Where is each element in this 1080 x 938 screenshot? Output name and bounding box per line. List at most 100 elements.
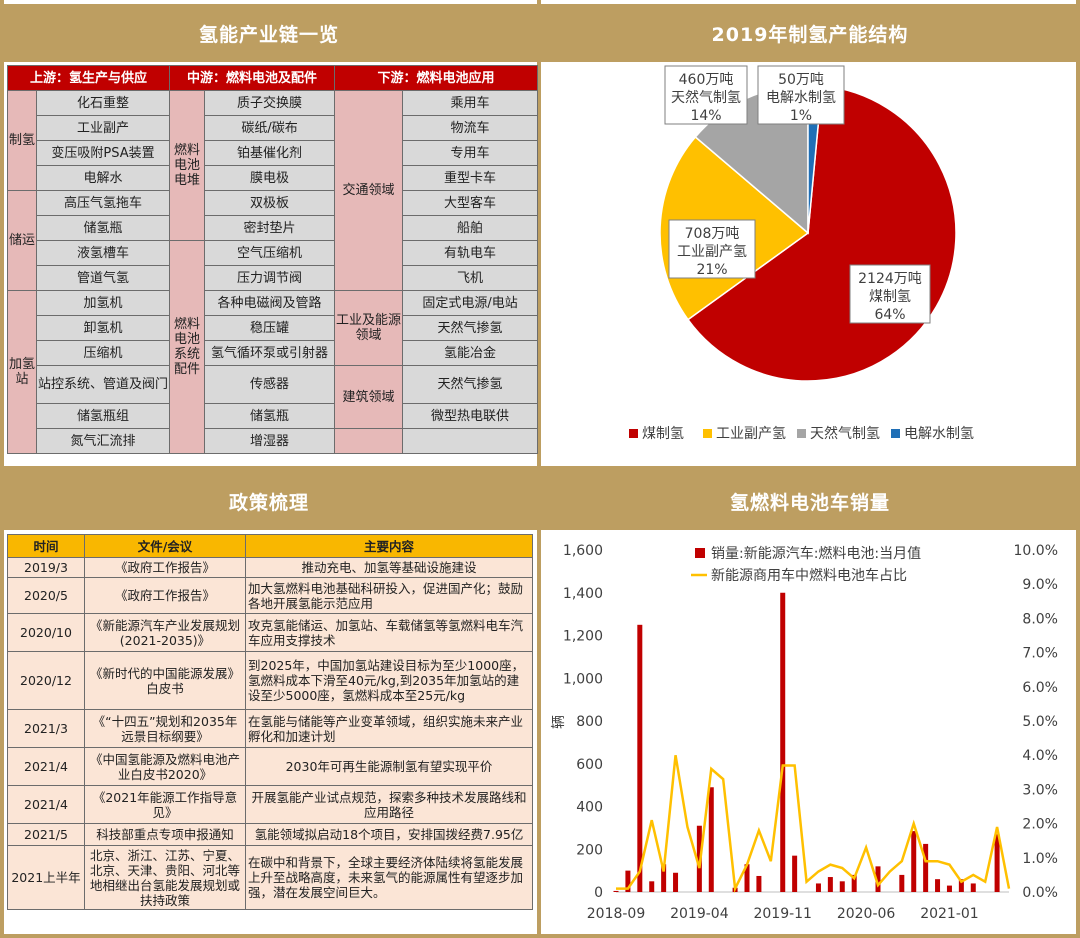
upstream-item: 管道气氢 — [35, 265, 171, 291]
midstream-category: 燃料电池系统配件 — [169, 240, 206, 454]
pie-label-box — [668, 219, 756, 279]
downstream-item: 氢能冶金 — [402, 340, 539, 366]
pie-label-text: 64% — [874, 307, 905, 323]
sales-bar — [875, 866, 881, 892]
pie-legend: 煤制氢 工业副产氢 天然气制氢 电解水制氢 — [629, 425, 974, 442]
policy-row: 2020/5 《政府工作报告》 加大氢燃料电池基础科研投入，促进国产化；鼓励各地开展… — [7, 577, 533, 614]
downstream-item — [402, 428, 539, 454]
policy-time: 2021/4 — [7, 747, 85, 786]
midstream-category: 燃料电池电堆 — [169, 90, 206, 241]
upstream-item: 工业副产 — [35, 115, 171, 141]
pie-legend-label: 工业副产氢 — [716, 426, 786, 442]
midstream-item: 双极板 — [204, 190, 336, 216]
policy-header-doc: 文件/会议 — [84, 534, 246, 558]
policy-row: 2020/12 《新时代的中国能源发展》白皮书 到2025年，中国加氢站建设目标为至… — [7, 651, 533, 710]
upstream-item: 压缩机 — [35, 340, 171, 366]
legend-bar-swatch — [695, 548, 705, 558]
chain-row: 储氢瓶 密封垫片 船舶 — [8, 215, 539, 241]
x-tick-label: 2021-01 — [920, 906, 979, 922]
policy-document: 《中国氢能源及燃料电池产业白皮书2020》 — [84, 747, 246, 786]
y-tick-label: 0 — [594, 885, 603, 901]
legend-bar-label: 销量:新能源汽车:燃料电池:当月值 — [711, 545, 921, 562]
downstream-item: 飞机 — [402, 265, 539, 291]
policy-time: 2020/12 — [7, 651, 85, 710]
y2-tick-label: 7.0% — [1022, 646, 1058, 662]
policy-document: 《2021年能源工作指导意见》 — [84, 785, 246, 824]
policy-content: 在氢能与储能等产业变革领域，组织实施未来产业孵化和加速计划 — [245, 709, 533, 748]
midstream-item: 铂基催化剂 — [204, 140, 336, 166]
upstream-header: 上游：氢生产与供应 — [6, 65, 171, 91]
upstream-category: 制氢 — [7, 90, 37, 191]
chain-row: 氮气汇流排 增湿器 — [8, 428, 539, 454]
upstream-item: 储氢瓶组 — [35, 403, 171, 429]
policy-document: 《新时代的中国能源发展》白皮书 — [84, 651, 246, 710]
upstream-item: 高压气氢拖车 — [35, 190, 171, 216]
policy-document: 《“十四五”规划和2035年远景目标纲要》 — [84, 709, 246, 748]
y-tick-label: 1,400 — [563, 586, 603, 602]
downstream-item: 专用车 — [402, 140, 539, 166]
midstream-item: 质子交换膜 — [204, 90, 336, 116]
sales-bar — [899, 874, 905, 892]
midstream-item: 膜电极 — [204, 165, 336, 191]
midstream-item: 空气压缩机 — [204, 240, 336, 266]
chain-row: 加氢站 加氢机 各种电磁阀及管路 工业及能源领域 固定式电源/电站 — [7, 290, 539, 454]
policy-header-content: 主要内容 — [245, 534, 533, 558]
policy-time: 2021/3 — [7, 709, 85, 748]
y2-tick-label: 9.0% — [1022, 577, 1058, 593]
policy-header-time: 时间 — [7, 534, 85, 558]
pie-legend-label: 天然气制氢 — [810, 425, 880, 442]
upstream-item: 卸氢机 — [35, 315, 171, 341]
pie-legend-swatch — [797, 429, 806, 438]
chain-row: 管道气氢 压力调节阀 飞机 — [8, 265, 539, 291]
policy-time: 2020/5 — [7, 577, 85, 614]
downstream-category: 交通领域 — [334, 90, 404, 291]
upstream-category: 加氢站 — [7, 290, 37, 454]
chain-row: 工业副产 碳纸/碳布 物流车 — [8, 115, 539, 141]
y-axis-label: 辆 — [551, 715, 567, 729]
downstream-item: 船舶 — [402, 215, 539, 241]
upstream-item: 氮气汇流排 — [35, 428, 171, 454]
downstream-category: 工业及能源领域 — [334, 290, 404, 366]
sales-bar — [637, 624, 643, 892]
upstream-item: 电解水 — [35, 165, 171, 191]
policy-time: 2021上半年 — [7, 845, 85, 910]
policy-row: 2021/4 《中国氢能源及燃料电池产业白皮书2020》 2030年可再生能源制氢有… — [7, 747, 533, 786]
policy-header-row: 时间 文件/会议 主要内容 — [7, 534, 533, 558]
y2-tick-label: 4.0% — [1022, 748, 1058, 764]
sales-bar — [958, 879, 964, 892]
sales-bar — [661, 864, 667, 892]
chain-row: 液氢槽车 燃料电池系统配件 空气压缩机 有轨电车 — [8, 240, 539, 454]
policy-row: 2021/5 科技部重点专项申报通知 氢能领域拟启动18个项目，安排国拨经费7.95… — [7, 823, 533, 846]
sales-bar — [744, 864, 750, 892]
downstream-item: 有轨电车 — [402, 240, 539, 266]
sales-bar — [839, 881, 845, 892]
policy-content: 加大氢燃料电池基础科研投入，促进国产化；鼓励各地开展氢能示范应用 — [245, 577, 533, 614]
hdivider — [0, 466, 1080, 474]
y2-tick-label: 2.0% — [1022, 817, 1058, 833]
y2-tick-label: 0.0% — [1022, 885, 1058, 901]
downstream-header: 下游：燃料电池应用 — [334, 65, 539, 91]
upstream-item: 储氢瓶 — [35, 215, 171, 241]
sales-bar — [708, 787, 714, 892]
policy-panel-title: 政策梳理 — [0, 473, 538, 530]
chain-panel-title: 氢能产业链一览 — [0, 4, 538, 62]
midstream-item: 储氢瓶 — [204, 403, 336, 429]
pie-panel-title: 2019年制氢产能结构 — [540, 4, 1080, 62]
downstream-item: 重型卡车 — [402, 165, 539, 191]
policy-document: 北京、浙江、江苏、宁夏、北京、天津、贵阳、河北等地相继出台氢能发展规划或扶持政策 — [84, 845, 246, 910]
policy-document: 《新能源汽车产业发展规划(2021-2035)》 — [84, 613, 246, 652]
midstream-item: 氢气循环泵或引射器 — [204, 340, 336, 366]
downstream-category — [334, 428, 404, 454]
sales-bar — [935, 879, 941, 892]
policy-content: 攻克氢能储运、加氢站、车载储氢等氢燃料电车汽车应用支撑技术 — [245, 613, 533, 652]
y-tick-label: 1,000 — [563, 671, 603, 687]
y2-tick-label: 1.0% — [1022, 851, 1058, 867]
pie-label-text: 21% — [696, 262, 727, 278]
pie-label-text: 煤制氢 — [869, 289, 911, 305]
pie-label-box — [757, 65, 845, 125]
downstream-item: 固定式电源/电站 — [402, 290, 539, 316]
sales-bar — [613, 890, 619, 892]
